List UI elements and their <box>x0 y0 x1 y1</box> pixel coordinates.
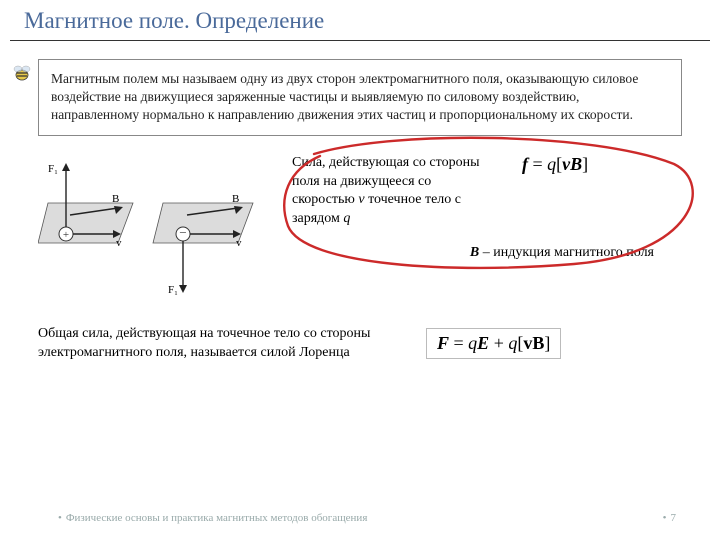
svg-text:−: − <box>179 225 186 240</box>
svg-text:+: + <box>63 229 69 241</box>
induction-line: B – индукция магнитного поля <box>292 245 678 261</box>
force-text: Сила, действующая со стороны поля на дви… <box>292 154 512 230</box>
definition-text: Магнитным полем мы называем одну из двух… <box>51 71 638 122</box>
field-diagram: + F₁ v B − F₁ v B <box>38 148 268 298</box>
lorentz-formula: F = qE + q[vB] <box>426 328 561 359</box>
magnetic-force-formula: f = q[vB] <box>522 154 588 175</box>
svg-text:B: B <box>112 193 119 205</box>
svg-text:v: v <box>116 237 122 249</box>
bee-icon <box>11 62 33 89</box>
mid-row: + F₁ v B − F₁ v B <box>38 148 682 298</box>
definition-box: Магнитным полем мы называем одну из двух… <box>38 59 682 136</box>
lorentz-text: Общая сила, действующая на точечное тело… <box>38 324 408 363</box>
svg-text:v: v <box>236 237 242 249</box>
force-block: Сила, действующая со стороны поля на дви… <box>288 148 682 266</box>
slide-title: Магнитное поле. Определение <box>10 0 710 41</box>
svg-text:B: B <box>232 193 239 205</box>
svg-text:F₁: F₁ <box>48 163 58 175</box>
lorentz-row: Общая сила, действующая на точечное тело… <box>38 324 682 363</box>
svg-text:F₁: F₁ <box>168 284 178 296</box>
footer: •Физические основы и практика магнитных … <box>0 512 720 524</box>
footer-page: •7 <box>663 512 676 524</box>
footer-left: •Физические основы и практика магнитных … <box>58 512 367 524</box>
